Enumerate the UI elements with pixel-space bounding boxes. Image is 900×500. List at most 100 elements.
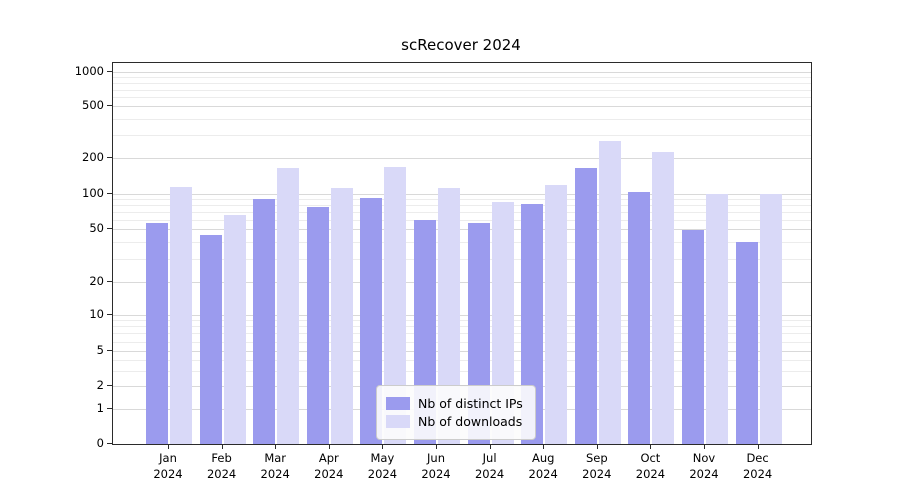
- y-tick-mark: [107, 313, 112, 315]
- bar-distinct-ips: [628, 191, 651, 444]
- x-tick-label: Jan 2024: [138, 451, 198, 482]
- gridline-minor: [113, 97, 811, 99]
- x-tick-label: Sep 2024: [567, 451, 627, 482]
- x-tick-month: Jan: [159, 451, 177, 465]
- gridline-major: [113, 314, 811, 316]
- x-tick-mark: [436, 444, 437, 449]
- chart-title: scRecover 2024: [401, 36, 521, 54]
- bar-distinct-ips: [253, 199, 276, 444]
- gridline-minor: [113, 89, 811, 91]
- bar-distinct-ips: [521, 204, 544, 444]
- legend-swatch-downloads: [386, 415, 410, 428]
- x-tick-year: 2024: [421, 466, 451, 481]
- x-tick-month: Nov: [692, 451, 716, 465]
- bar-distinct-ips: [360, 198, 383, 444]
- x-tick-year: 2024: [528, 466, 558, 481]
- gridline-minor: [113, 205, 811, 207]
- gridline-minor: [113, 341, 811, 343]
- bar-downloads: [384, 166, 407, 444]
- bar-distinct-ips: [146, 222, 168, 444]
- x-tick-month: Jul: [482, 451, 497, 465]
- gridline-minor: [113, 219, 811, 221]
- bar-distinct-ips: [682, 230, 704, 444]
- x-tick-label: Feb 2024: [192, 451, 252, 482]
- x-tick-mark: [596, 444, 598, 449]
- y-tick-label: 20: [89, 274, 104, 289]
- gridline-minor: [113, 370, 811, 372]
- x-tick-year: 2024: [474, 466, 505, 481]
- x-tick-year: 2024: [260, 466, 290, 481]
- x-tick-year: 2024: [153, 466, 183, 481]
- bar-distinct-ips: [306, 207, 329, 444]
- gridline-minor: [113, 118, 811, 120]
- gridline-minor: [113, 320, 811, 322]
- bar-downloads: [438, 187, 460, 444]
- gridline-minor: [113, 134, 811, 136]
- legend-swatch-distinct-ips: [386, 397, 410, 410]
- y-tick-mark: [107, 407, 112, 409]
- x-tick-mark: [382, 444, 384, 449]
- x-tick-month: Apr: [318, 451, 339, 465]
- y-tick-mark: [107, 281, 112, 283]
- x-tick-mark: [168, 444, 169, 449]
- bar-downloads: [598, 140, 621, 444]
- y-tick-mark: [107, 71, 112, 73]
- gridline-minor: [113, 333, 811, 335]
- gridline-major: [113, 229, 811, 231]
- bar-downloads: [652, 152, 675, 444]
- y-tick-label: 50: [89, 221, 104, 236]
- x-tick-month: Aug: [531, 451, 555, 465]
- bar-downloads: [277, 167, 300, 444]
- x-tick-year: 2024: [689, 466, 719, 481]
- legend-entry: Nb of downloads: [386, 414, 523, 429]
- x-tick-year: 2024: [314, 466, 344, 481]
- bar-downloads: [706, 194, 728, 444]
- gridline-major: [113, 194, 811, 196]
- gridline-minor: [113, 258, 811, 260]
- legend-label: Nb of distinct IPs: [418, 396, 523, 411]
- x-tick-label: Dec 2024: [728, 451, 788, 482]
- x-tick-month: May: [370, 451, 395, 465]
- x-tick-label: Apr 2024: [299, 451, 359, 482]
- gridline-minor: [113, 359, 811, 361]
- x-tick-month: Oct: [640, 451, 661, 465]
- bar-downloads: [759, 194, 782, 444]
- y-tick-label: 1: [96, 400, 104, 415]
- gridline-major: [113, 72, 811, 74]
- legend-label: Nb of downloads: [418, 414, 523, 429]
- x-tick-mark: [704, 444, 705, 449]
- legend-entries: Nb of distinct IPs Nb of downloads: [386, 396, 523, 429]
- plot-area: Nb of distinct IPs Nb of downloads: [112, 62, 812, 445]
- x-tick-mark: [543, 444, 545, 449]
- y-tick-label: 500: [82, 98, 104, 113]
- x-tick-label: Mar 2024: [245, 451, 305, 482]
- x-tick-label: May 2024: [352, 451, 412, 482]
- x-tick-mark: [221, 444, 223, 449]
- y-tick-mark: [107, 193, 112, 195]
- y-tick-mark: [107, 228, 112, 230]
- y-tick-label: 5: [96, 343, 104, 358]
- gridline-major: [113, 351, 811, 353]
- gridline-minor: [113, 212, 811, 214]
- bar-distinct-ips: [574, 167, 597, 444]
- bar-distinct-ips: [199, 235, 222, 444]
- gridline-minor: [113, 242, 811, 243]
- x-tick-month: Sep: [585, 451, 608, 465]
- y-tick-label: 100: [82, 186, 104, 201]
- x-tick-mark: [328, 444, 330, 449]
- y-tick-mark: [107, 385, 112, 387]
- x-tick-label: Jun 2024: [406, 451, 466, 482]
- y-tick-label: 2: [96, 378, 104, 393]
- gridline-major: [113, 106, 811, 108]
- bar-downloads: [223, 215, 246, 444]
- x-tick-label: Nov 2024: [674, 451, 734, 482]
- x-tick-month: Dec: [746, 451, 769, 465]
- bar-downloads: [545, 184, 568, 444]
- gridline-major: [113, 282, 811, 284]
- y-tick-mark: [107, 443, 112, 444]
- y-tick-label: 10: [89, 306, 104, 321]
- y-tick-mark: [107, 350, 112, 352]
- bar-distinct-ips: [735, 242, 758, 444]
- x-tick-year: 2024: [582, 466, 612, 481]
